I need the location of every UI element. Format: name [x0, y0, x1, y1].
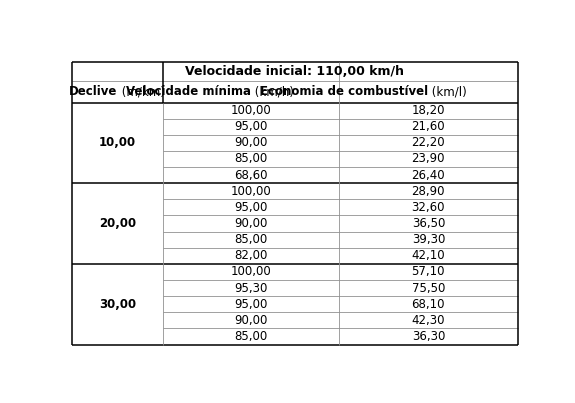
Text: (km/l): (km/l)	[428, 85, 467, 98]
Text: 23,90: 23,90	[412, 152, 445, 166]
Text: 85,00: 85,00	[235, 152, 268, 166]
Text: 28,90: 28,90	[412, 185, 445, 198]
Text: 42,10: 42,10	[412, 249, 445, 262]
Text: Economia de combustível: Economia de combustível	[260, 85, 428, 98]
Text: 39,30: 39,30	[412, 233, 445, 246]
Text: 90,00: 90,00	[235, 136, 268, 150]
Text: 85,00: 85,00	[235, 233, 268, 246]
Text: 82,00: 82,00	[235, 249, 268, 262]
Text: 57,10: 57,10	[412, 266, 445, 278]
Text: 85,00: 85,00	[235, 330, 268, 343]
Text: 30,00: 30,00	[99, 298, 136, 311]
Text: 90,00: 90,00	[235, 217, 268, 230]
Text: 100,00: 100,00	[231, 104, 271, 117]
Text: 22,20: 22,20	[412, 136, 445, 150]
Text: 68,60: 68,60	[235, 168, 268, 182]
Text: Declive: Declive	[69, 85, 117, 98]
Text: 75,50: 75,50	[412, 282, 445, 295]
Text: 95,00: 95,00	[235, 201, 268, 214]
Text: Velocidade mínima: Velocidade mínima	[126, 85, 251, 98]
Text: Velocidade inicial: 110,00 km/h: Velocidade inicial: 110,00 km/h	[185, 65, 404, 78]
Text: 42,30: 42,30	[412, 314, 445, 327]
Text: 100,00: 100,00	[231, 266, 271, 278]
Text: 32,60: 32,60	[412, 201, 445, 214]
Text: 95,00: 95,00	[235, 298, 268, 311]
Text: 90,00: 90,00	[235, 314, 268, 327]
Text: (km/h): (km/h)	[251, 85, 294, 98]
Text: 10,00: 10,00	[99, 136, 136, 150]
Text: 95,30: 95,30	[235, 282, 268, 295]
Text: 100,00: 100,00	[231, 185, 271, 198]
Text: (m/km): (m/km)	[117, 85, 164, 98]
Text: 26,40: 26,40	[412, 168, 445, 182]
Text: 20,00: 20,00	[99, 217, 136, 230]
Text: 95,00: 95,00	[235, 120, 268, 133]
Text: 18,20: 18,20	[412, 104, 445, 117]
Text: 21,60: 21,60	[412, 120, 445, 133]
Text: 68,10: 68,10	[412, 298, 445, 311]
Text: 36,50: 36,50	[412, 217, 445, 230]
Text: 36,30: 36,30	[412, 330, 445, 343]
